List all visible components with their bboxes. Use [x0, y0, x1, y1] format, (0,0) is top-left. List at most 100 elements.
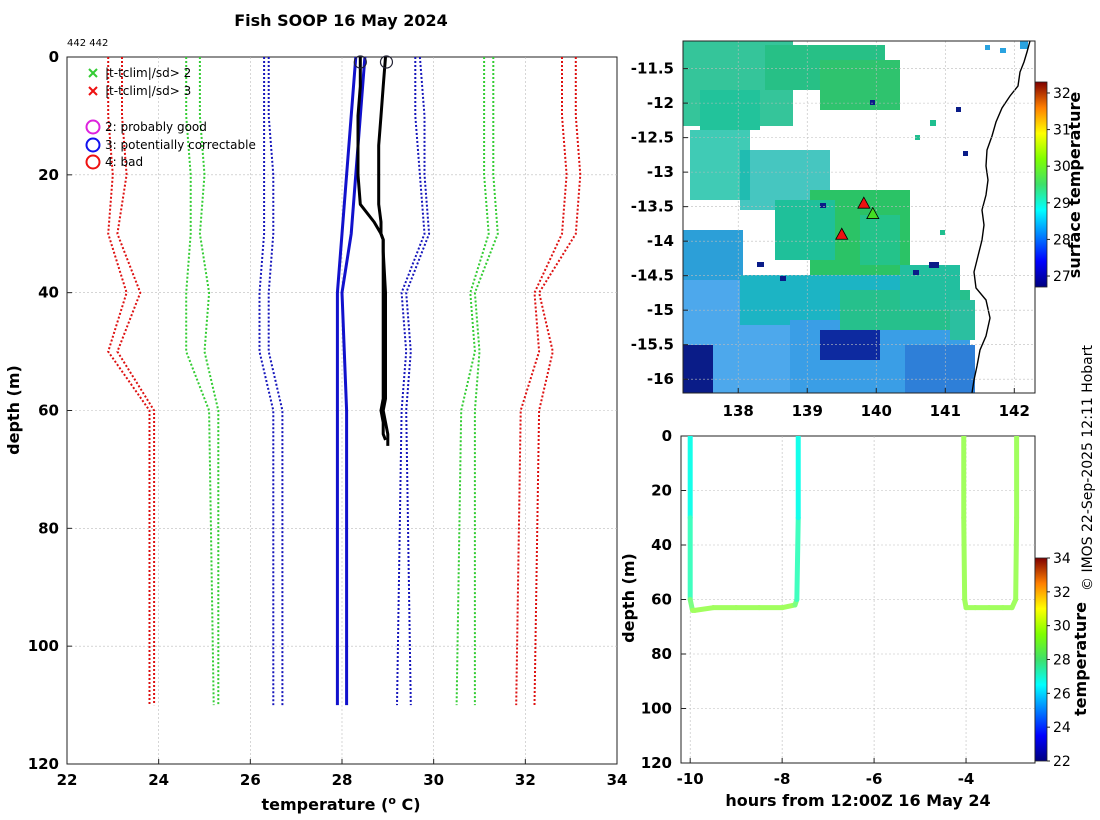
mean-line: [335, 57, 358, 706]
profile-xtick-label: 32: [515, 771, 536, 789]
map-ytick-label: -11.5: [631, 60, 674, 78]
map-ytick-label: -12: [647, 94, 674, 112]
legend-flag2-icon: [85, 119, 101, 135]
climatology-lines: [107, 57, 582, 706]
map-ytick-label: -12.5: [631, 129, 674, 147]
map-colorbar-tick-label: 31: [1053, 123, 1071, 139]
time-depth-ytick-label: 0: [662, 427, 672, 445]
map-grid: [683, 41, 1035, 393]
time-depth-colorbar-tick-label: 32: [1053, 585, 1071, 601]
time-depth-xtick-label: -8: [774, 770, 791, 788]
climatology-line: [405, 57, 431, 706]
profile-grid: [67, 57, 617, 764]
map-ytick-label: -16: [647, 370, 674, 388]
legend-flag3-icon: [85, 137, 101, 153]
map-ytick-label: -15.5: [631, 336, 674, 354]
map-ytick-label: -13: [647, 163, 674, 181]
map-xtick-label: 141: [930, 402, 961, 420]
time-depth-xtick-label: -6: [866, 770, 883, 788]
map-xtick-label: 142: [999, 402, 1030, 420]
profile-xtick-label: 22: [57, 771, 78, 789]
cast-segment: [1013, 515, 1020, 602]
red-triangle-marker: [857, 196, 871, 209]
profile-ytick-label: 120: [28, 755, 59, 773]
time-depth-colorbar-tick-label: 30: [1053, 619, 1071, 635]
green-triangle-marker: [866, 206, 880, 219]
surface-markers: [353, 55, 394, 69]
legend-cross-red-label: |t-tclim|/sd> 3: [105, 84, 191, 98]
profile-xtick-label: 30: [423, 771, 444, 789]
climatology-line: [533, 57, 582, 706]
map-panel: 138 139 140 141 142 -11.5 -12 -12.5 -13 -13.5 -14 -…: [631, 40, 1084, 420]
climatology-line: [473, 57, 499, 706]
red-triangle-marker: [835, 227, 849, 240]
climatology-line: [198, 57, 220, 706]
time-depth-colorbar-tick-label: 26: [1053, 686, 1071, 702]
time-depth-ytick-label: 80: [651, 645, 672, 663]
profile-ytick-label: 0: [49, 48, 59, 66]
surface-marker: [379, 55, 394, 69]
map-colorbar-label: surface temperature: [1065, 92, 1084, 279]
cast-segment: [961, 515, 968, 602]
mean-lines: [335, 57, 367, 706]
time-depth-ylabel: depth (m): [619, 553, 638, 643]
map-ytick-label: -14.5: [631, 267, 674, 285]
time-depth-ticks: -10 -8 -6 -4 0 20 40 60 80 100 120: [641, 427, 975, 788]
watermark: © IMOS 22-Sep-2025 12:11 Hobart: [1080, 344, 1096, 591]
profile-xtick-label: 34: [607, 771, 628, 789]
map-xtick-label: 138: [723, 402, 754, 420]
legend-cross-green-icon: [88, 68, 98, 78]
climatology-line: [455, 57, 490, 706]
map-colorbar-tick-label: 32: [1053, 86, 1071, 102]
time-depth-ytick-label: 60: [651, 591, 672, 609]
legend-flag4-icon: [85, 154, 101, 170]
profile-ytick-label: 20: [38, 166, 59, 184]
profile-xlabel-start: temperature (: [261, 795, 388, 814]
time-depth-colorbar-ticks: 34 32 30 28 26 24 22: [1047, 551, 1071, 770]
map-colorbar-tick-label: 29: [1053, 196, 1071, 212]
time-depth-casts: [687, 436, 1020, 613]
map-xtick-label: 140: [861, 402, 892, 420]
profile-ytick-label: 100: [28, 637, 59, 655]
map-colorbar-tick-label: 28: [1053, 232, 1071, 248]
climatology-line: [116, 57, 156, 706]
time-depth-xlabel: hours from 12:00Z 16 May 24: [725, 791, 990, 810]
profile-xtick-label: 24: [148, 771, 169, 789]
profile-ytick-label: 80: [38, 519, 59, 537]
climatology-line: [258, 57, 275, 706]
cast-segment: [794, 515, 801, 602]
cast-segment: [692, 605, 716, 613]
profile-xlabel-end: C): [396, 795, 421, 814]
profile-panel: 22 24 26 28 30 32 34 0 20 40 60 80 100 120 temperatur…: [4, 48, 627, 814]
map-markers: [835, 196, 880, 240]
time-depth-panel: -10 -8 -6 -4 0 20 40 60 80 100 120 hours from 12:0…: [619, 427, 1090, 810]
profile-xlabel-sup: o: [388, 794, 396, 807]
time-depth-ytick-label: 100: [641, 700, 672, 718]
map-colorbar-tick-label: 27: [1053, 269, 1071, 285]
map-ticks: 138 139 140 141 142 -11.5 -12 -12.5 -13 -13.5 -14 -…: [631, 60, 1030, 420]
climatology-line: [185, 57, 215, 706]
time-depth-colorbar: [1034, 557, 1048, 762]
time-depth-colorbar-tick-label: 34: [1053, 551, 1071, 567]
map-sst-field: [683, 41, 1028, 393]
climatology-line: [107, 57, 151, 706]
profile-xlabel: temperature (o C): [261, 794, 420, 814]
map-ytick-label: -15: [647, 301, 674, 319]
time-depth-xtick-label: -4: [958, 770, 975, 788]
profile-ylabel: depth (m): [4, 365, 23, 455]
time-depth-grid: [681, 436, 1035, 763]
page-title: Fish SOOP 16 May 2024: [234, 11, 448, 30]
legend: |t-tclim|/sd> 2 |t-tclim|/sd> 3 2: proba…: [85, 66, 256, 170]
profile-ticks: 22 24 26 28 30 32 34 0 20 40 60 80 100 120: [28, 48, 628, 789]
map-colorbar-ticks: 32 31 30 29 28 27: [1047, 86, 1071, 285]
time-depth-colorbar-tick-label: 24: [1053, 720, 1071, 736]
climatology-line: [515, 57, 568, 706]
profile-ytick-label: 40: [38, 284, 59, 302]
climatology-line: [396, 57, 426, 706]
map-ytick-label: -14: [647, 232, 674, 250]
profile-ytick-label: 60: [38, 402, 59, 420]
time-depth-ytick-label: 20: [651, 482, 672, 500]
time-depth-colorbar-tick-label: 28: [1053, 653, 1071, 669]
time-depth-ytick-label: 120: [641, 754, 672, 772]
